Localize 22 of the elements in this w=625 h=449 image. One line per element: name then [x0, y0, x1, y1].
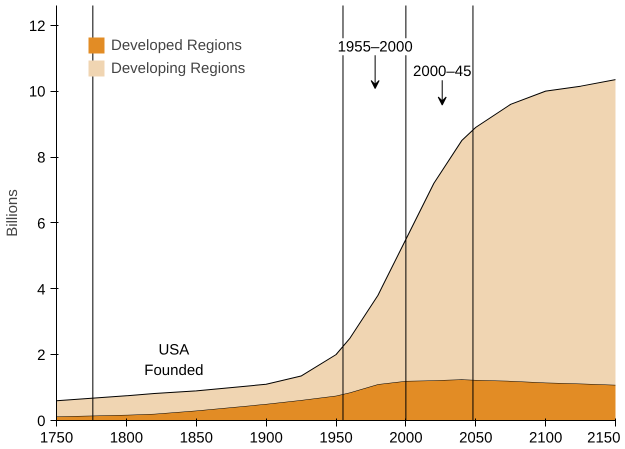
y-tick-label: 4 — [37, 281, 46, 298]
x-tick-label: 1750 — [40, 430, 74, 446]
y-tick-label: 6 — [37, 215, 46, 232]
annotation: 2000–45 — [413, 63, 472, 80]
legend-label: Developing Regions — [111, 60, 246, 76]
x-tick-label: 2150 — [587, 430, 621, 446]
y-tick-label: 10 — [28, 84, 46, 101]
y-tick-label: 8 — [37, 150, 46, 167]
x-tick-label: 1900 — [249, 430, 283, 446]
x-tick-label: 1950 — [319, 430, 353, 446]
x-tick-label: 2000 — [389, 430, 423, 446]
x-tick-label: 2100 — [528, 430, 562, 446]
y-axis-title: Billions — [4, 189, 21, 237]
y-tick-label: 2 — [37, 347, 46, 364]
y-tick-label: 0 — [37, 413, 46, 430]
x-tick-label: 1800 — [110, 430, 144, 446]
annotation: 1955–2000 — [338, 38, 413, 56]
x-tick-label: 1850 — [180, 430, 213, 446]
annotation: USA Founded — [144, 342, 204, 379]
x-tick-label: 2050 — [459, 430, 492, 446]
y-tick-label: 12 — [28, 18, 46, 35]
legend-label: Developed Regions — [111, 36, 242, 54]
